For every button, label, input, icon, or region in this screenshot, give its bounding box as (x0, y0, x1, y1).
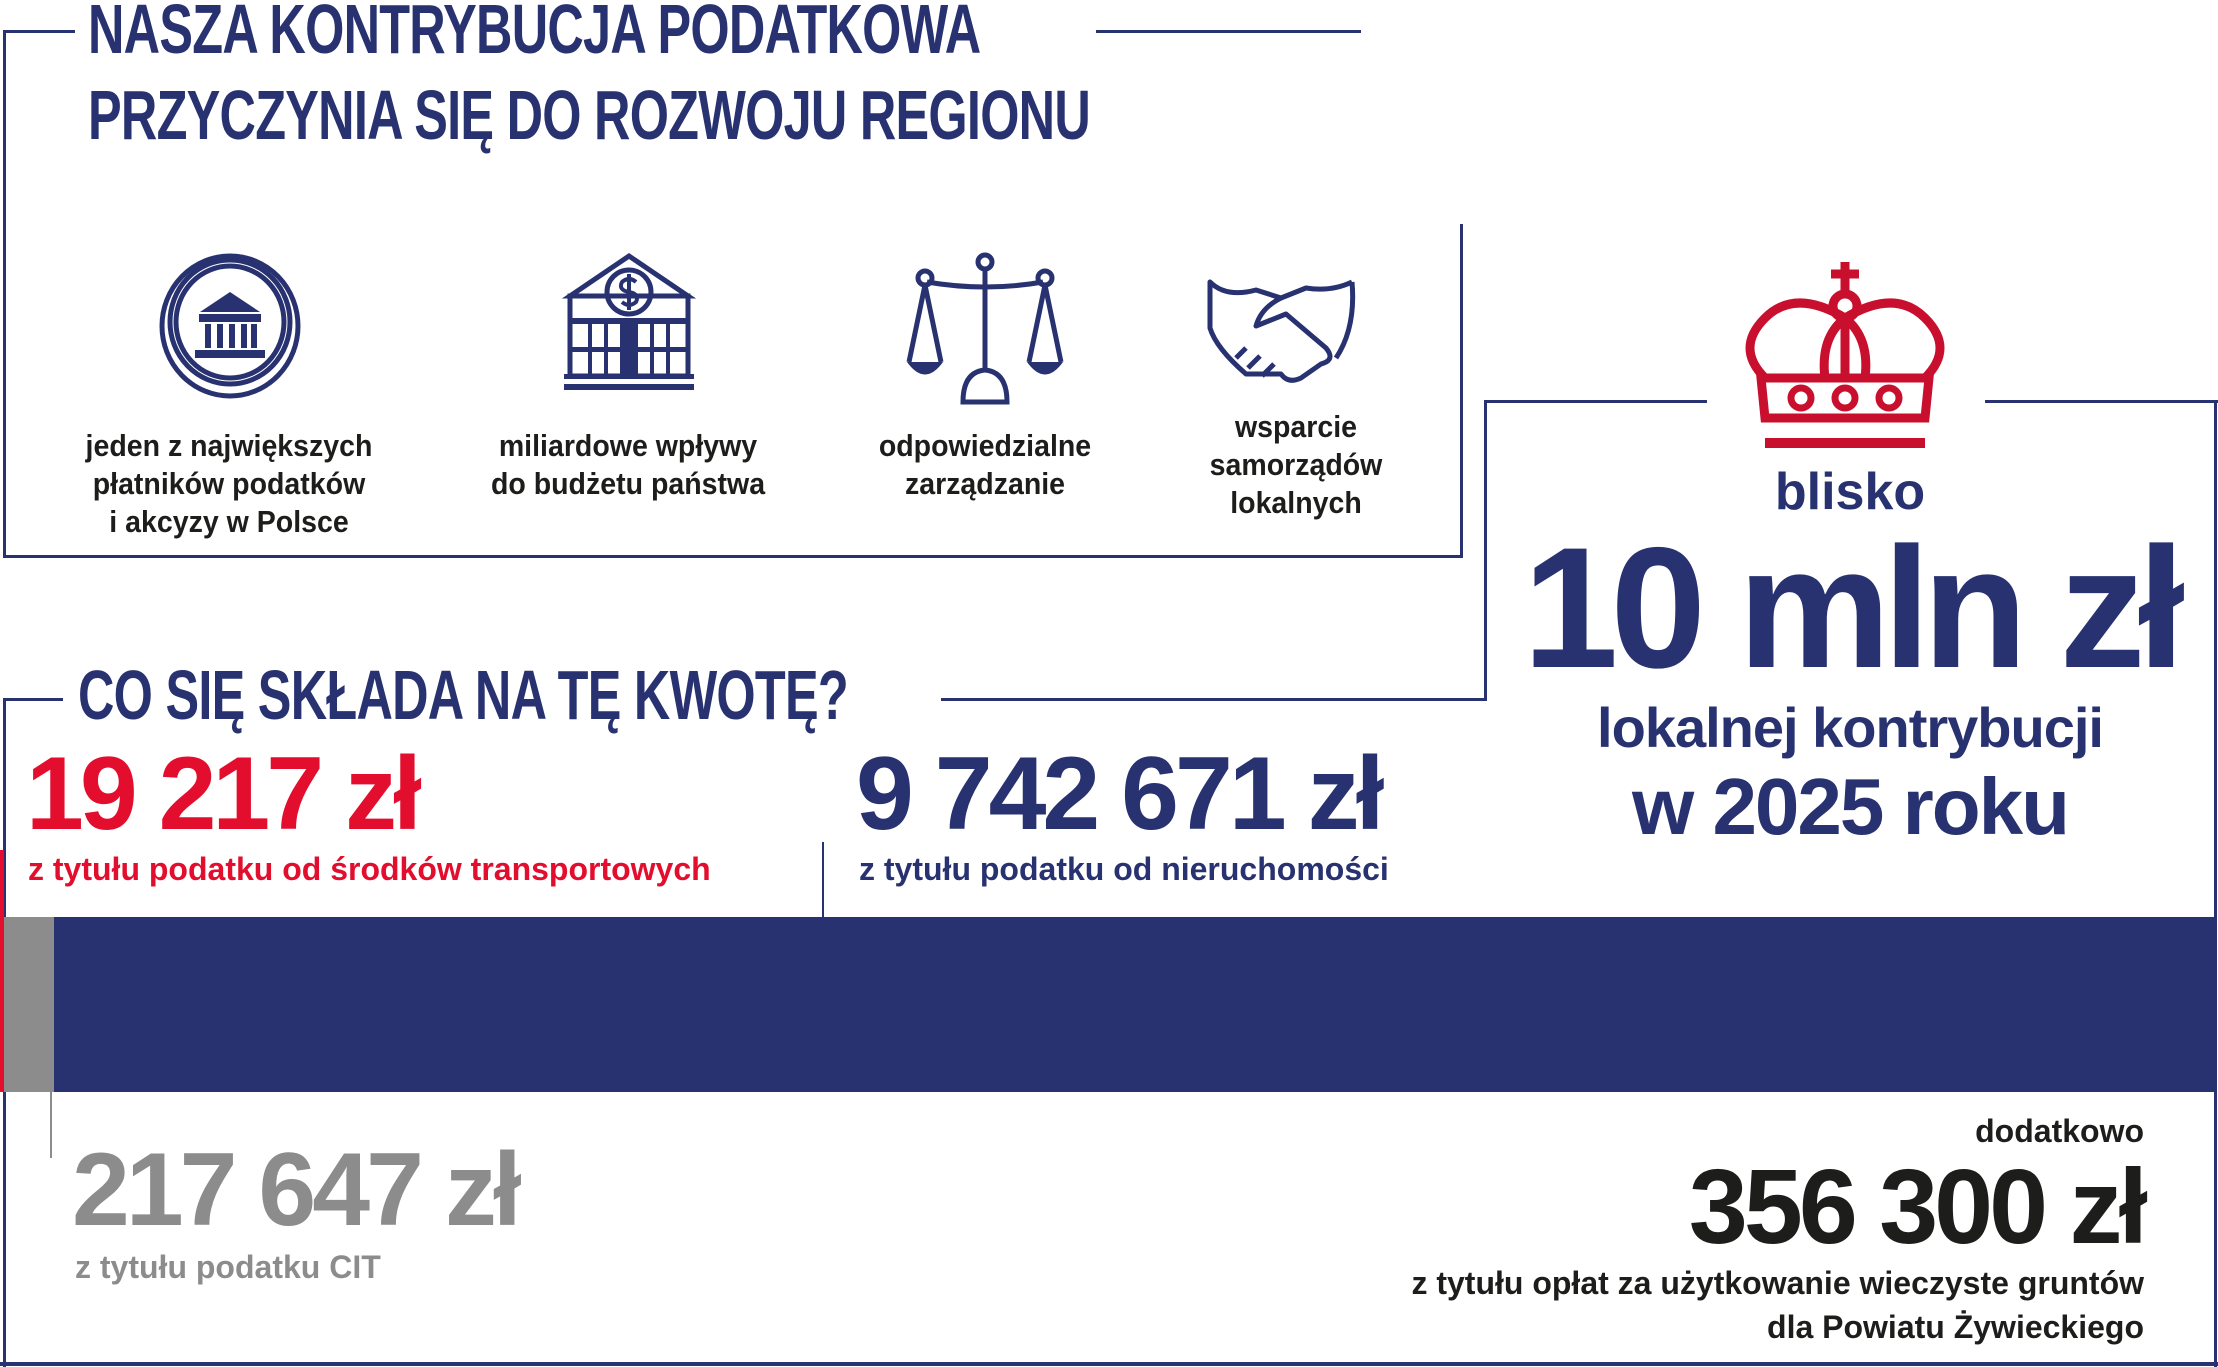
cit-pointer-line (50, 1092, 52, 1158)
divider-line (822, 842, 824, 918)
frame-line (3, 698, 63, 701)
frame-line (1985, 400, 2218, 403)
scales-icon (906, 252, 1064, 405)
summary-prefix: blisko (1774, 463, 1926, 521)
coin-bank-icon (159, 253, 301, 399)
crown-icon (1745, 262, 1945, 448)
feature-caption: odpowiedzialne zarządzanie (878, 428, 1092, 501)
contribution-bar (4, 917, 2216, 1092)
feature-caption: miliardowe wpływy do budżetu państwa (490, 428, 766, 501)
frame-line (3, 30, 75, 33)
transport-amount: 19 217 zł (26, 736, 422, 852)
frame-line (1460, 224, 1463, 557)
property-amount: 9 742 671 zł (856, 736, 1384, 852)
land-prefix: dodatkowo (1975, 1113, 2144, 1149)
section-heading: CO SIĘ SKŁADA NA TĘ KWOTĘ? (78, 656, 849, 734)
transport-label: z tytułu podatku od środków transportowy… (28, 851, 711, 887)
feature-caption: wsparcie samorządów lokalnych (1209, 409, 1383, 520)
frame-line (1484, 400, 1487, 701)
transport-bar-segment (0, 850, 4, 1092)
land-amount: 356 300 zł (1688, 1148, 2148, 1266)
land-label-2: dla Powiatu Żywieckiego (1767, 1309, 2144, 1345)
feature-caption: jeden z największych płatników podatków i … (85, 428, 373, 539)
summary-line2: w 2025 roku (1631, 762, 2070, 851)
summary-amount: 10 mln zł (1522, 512, 2185, 704)
frame-line (3, 555, 1463, 558)
frame-line (1096, 30, 1361, 33)
bank-dollar-icon (561, 252, 697, 390)
summary-line1: lokalnej kontrybucji (1597, 696, 2104, 759)
cit-bar-segment (4, 917, 54, 1092)
page-title: NASZA KONTRYBUCJA PODATKOWA (88, 0, 981, 68)
frame-line (2214, 400, 2217, 1367)
frame-line (941, 698, 1487, 701)
handshake-icon (1207, 279, 1356, 383)
land-label: z tytułu opłat za użytkowanie wieczyste … (1411, 1265, 2144, 1301)
frame-line (3, 30, 6, 557)
frame-line (1484, 400, 1707, 403)
cit-label: z tytułu podatku CIT (75, 1249, 381, 1285)
cit-amount: 217 647 zł (72, 1132, 522, 1248)
page-subtitle: PRZYCZYNIA SIĘ DO ROZWOJU REGIONU (88, 76, 1091, 154)
property-label: z tytułu podatku od nieruchomości (859, 851, 1389, 887)
frame-line (0, 1362, 2218, 1366)
